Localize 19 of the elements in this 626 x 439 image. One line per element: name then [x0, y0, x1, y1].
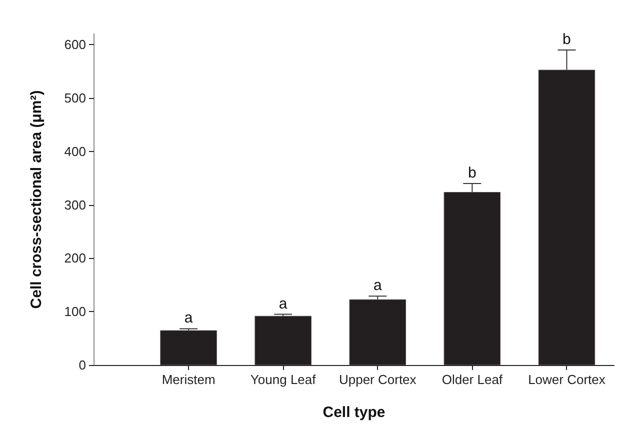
y-tick-label: 400: [64, 144, 86, 159]
y-tick-label: 100: [64, 304, 86, 320]
x-tick-label: Older Leaf: [442, 372, 503, 387]
x-axis-title: Cell type: [322, 404, 386, 421]
annotation: b: [562, 31, 571, 48]
y-tick-label: 600: [64, 37, 86, 52]
y-tick-label: 300: [64, 197, 86, 212]
annotation: b: [468, 164, 476, 182]
y-tick-label: 0: [78, 358, 86, 372]
annotation: a: [278, 295, 288, 312]
annotation: a: [373, 277, 382, 294]
annotation: a: [184, 310, 194, 327]
y-tick-label: 200: [64, 250, 86, 266]
y-axis-title: Cell cross-sectional area (μm²): [28, 90, 45, 309]
x-tick-label: Upper Cortex: [338, 372, 417, 387]
y-tick-label: 500: [64, 90, 86, 106]
x-tick-label: Meristem: [162, 372, 216, 387]
x-tick-label: Lower Cortex: [528, 372, 606, 387]
x-tick-label: Young Leaf: [250, 372, 316, 387]
